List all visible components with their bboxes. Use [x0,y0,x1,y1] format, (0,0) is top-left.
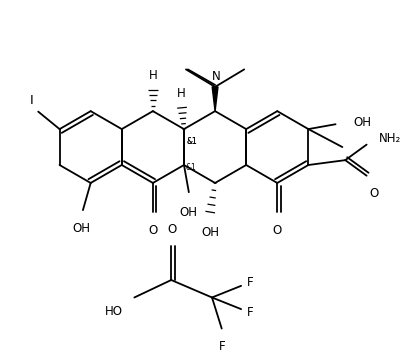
Text: F: F [247,276,254,289]
Text: N: N [212,70,220,83]
Text: &1: &1 [187,137,198,146]
Text: &1: &1 [187,137,198,146]
Polygon shape [212,87,218,111]
Text: NH₂: NH₂ [379,132,401,145]
Text: OH: OH [180,206,198,219]
Text: H: H [149,69,157,82]
Text: &1: &1 [186,163,197,172]
Text: O: O [148,224,158,237]
Text: F: F [218,340,225,353]
Text: I: I [30,94,33,107]
Text: OH: OH [353,116,371,129]
Text: F: F [247,306,254,318]
Text: OH: OH [201,226,219,239]
Text: O: O [273,224,282,237]
Text: HO: HO [105,305,123,318]
Text: O: O [370,187,379,200]
Text: O: O [168,223,177,236]
Text: OH: OH [72,222,90,235]
Text: H: H [177,87,185,100]
